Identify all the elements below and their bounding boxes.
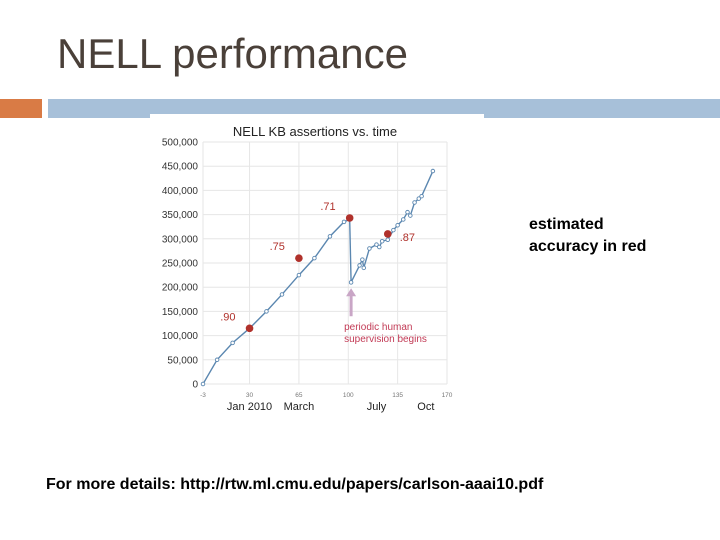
series-line <box>202 170 434 385</box>
data-point <box>264 309 269 314</box>
x-axis: -3 30 65 100 135 170 Jan 2010 March July Oct <box>200 392 453 413</box>
data-point <box>296 272 302 278</box>
accuracy-marker-dot <box>295 254 303 262</box>
data-point <box>419 193 424 199</box>
y-tick-label: 500,000 <box>162 138 199 149</box>
data-point <box>367 246 372 251</box>
accuracy-marker-dot <box>383 230 392 238</box>
accuracy-marker-label: .71 <box>320 201 335 213</box>
title-accent-bar-orange <box>0 99 42 118</box>
data-point <box>412 200 417 205</box>
y-tick-label: 250,000 <box>162 259 199 270</box>
accuracy-marker-label: .75 <box>270 241 285 253</box>
accuracy-marker-dot <box>345 214 354 222</box>
data-point <box>348 280 354 285</box>
data-point <box>416 196 422 201</box>
data-point <box>360 257 365 262</box>
x-tick-label: 30 <box>246 392 254 399</box>
y-tick-label: 450,000 <box>162 162 199 173</box>
data-point <box>200 381 206 387</box>
annotation-text-line: supervision begins <box>344 334 427 345</box>
x-category-label: Oct <box>417 401 434 413</box>
x-tick-label: -3 <box>200 392 206 399</box>
title-accent-bar-blue <box>48 99 720 118</box>
data-point <box>408 213 413 218</box>
data-point <box>327 234 333 239</box>
data-point <box>214 357 220 363</box>
chart-panel: NELL KB assertions vs. time 0 50,000 100,0… <box>150 114 484 426</box>
slide-title: NELL performance <box>57 30 408 77</box>
series-group <box>200 168 436 387</box>
y-tick-label: 400,000 <box>162 186 199 197</box>
y-tick-label: 0 <box>192 380 198 391</box>
x-category-label: Jan 2010 <box>227 401 272 413</box>
accuracy-note: estimated accuracy in red <box>529 216 647 255</box>
details-link-text: For more details: http://rtw.ml.cmu.edu/… <box>46 476 544 493</box>
annotation-arrow-head <box>346 288 357 297</box>
accuracy-markers: .90 .75 .71 .87 <box>220 201 415 333</box>
annotation-text-line: periodic human <box>344 322 412 333</box>
data-point <box>279 292 285 297</box>
accuracy-marker-dot <box>245 324 254 333</box>
data-point <box>312 255 317 261</box>
data-point <box>401 217 406 222</box>
data-point <box>377 244 382 250</box>
data-point <box>230 340 235 346</box>
chart-title: NELL KB assertions vs. time <box>233 124 397 139</box>
y-tick-label: 100,000 <box>162 331 199 342</box>
y-axis: 0 50,000 100,000 150,000 200,000 250,000 300,0… <box>162 138 199 391</box>
kb-assertions-chart: NELL KB assertions vs. time 0 50,000 100,0… <box>162 124 453 413</box>
data-point <box>395 222 400 228</box>
accuracy-marker-label: .90 <box>220 311 235 323</box>
x-tick-label: 65 <box>295 392 303 399</box>
data-point <box>341 219 347 225</box>
y-tick-label: 200,000 <box>162 283 199 294</box>
data-point <box>357 263 362 268</box>
y-tick-label: 150,000 <box>162 307 199 318</box>
data-point <box>361 265 367 271</box>
x-category-label: July <box>367 401 387 413</box>
y-tick-label: 50,000 <box>167 355 198 366</box>
data-point <box>405 209 410 215</box>
x-tick-label: 170 <box>442 392 453 399</box>
data-point <box>430 168 436 174</box>
data-point <box>379 238 385 244</box>
y-tick-label: 300,000 <box>162 234 199 245</box>
grid-lines <box>202 141 448 385</box>
y-tick-label: 350,000 <box>162 210 199 221</box>
data-point <box>385 237 391 243</box>
data-point <box>374 242 379 247</box>
accuracy-marker-label: .87 <box>400 232 415 244</box>
x-category-label: March <box>284 401 315 413</box>
x-tick-label: 100 <box>343 392 354 399</box>
x-tick-label: 135 <box>392 392 403 399</box>
data-point <box>391 227 396 233</box>
